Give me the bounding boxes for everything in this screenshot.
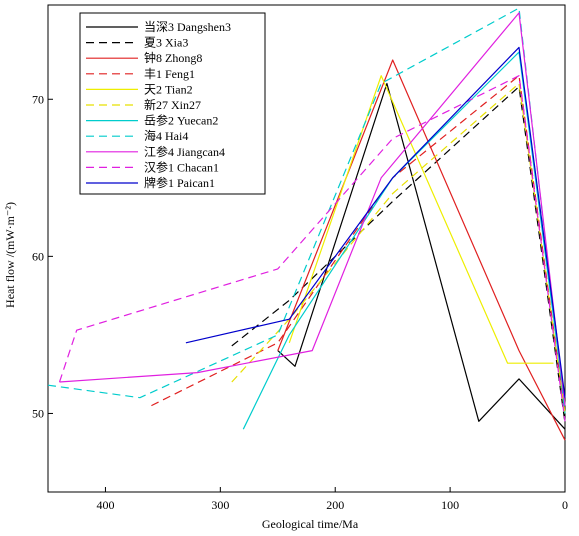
y-axis-ticks: 50 60 70 — [32, 92, 53, 420]
y-tick-label: 60 — [32, 249, 44, 263]
y-tick-label: 70 — [32, 92, 44, 106]
legend-entry-label: 新27 Xin27 — [144, 97, 201, 112]
series-line-8 — [59, 12, 566, 406]
legend-box — [79, 12, 266, 195]
legend-entry-label: 当深3 Dangshen3 — [144, 20, 231, 34]
legend-entry-label: 牌参1 Paican1 — [144, 175, 215, 190]
series-line-0 — [277, 82, 566, 430]
series-line-2 — [277, 59, 566, 441]
series-line-1 — [231, 86, 566, 423]
legend-entry-label: 天2 Tian2 — [144, 82, 193, 96]
x-tick-label: 300 — [211, 498, 229, 512]
x-tick-label: 0 — [562, 498, 568, 512]
legend-entry-label: 海4 Hai4 — [144, 128, 188, 143]
series-line-4 — [288, 75, 554, 364]
legend-entry-label: 钟8 Zhong8 — [144, 50, 202, 65]
y-tick-label: 50 — [32, 406, 44, 420]
legend-entry-label: 夏3 Xia3 — [144, 36, 188, 50]
x-tick-label: 200 — [326, 498, 344, 512]
series-lines — [47, 7, 566, 441]
series-line-5 — [231, 82, 566, 414]
x-tick-label: 100 — [441, 498, 459, 512]
series-line-9 — [58, 75, 566, 422]
legend-entry-label: 江参4 Jiangcan4 — [144, 144, 225, 159]
legend-entry-label: 汉参1 Chacan1 — [144, 159, 219, 174]
series-line-6 — [242, 51, 566, 430]
plot-frame — [47, 4, 566, 493]
series-line-10 — [185, 46, 566, 398]
x-axis-ticks: 400 300 200 100 0 — [96, 487, 568, 512]
legend-entry-label: 丰1 Feng1 — [144, 67, 195, 81]
x-axis-label: Geological time/Ma — [262, 517, 359, 531]
legend-entry-label: 岳参2 Yuecan2 — [144, 113, 218, 128]
x-tick-label: 400 — [96, 498, 114, 512]
y-axis-label: Heat flow /(mW·m⁻²) — [3, 202, 17, 308]
